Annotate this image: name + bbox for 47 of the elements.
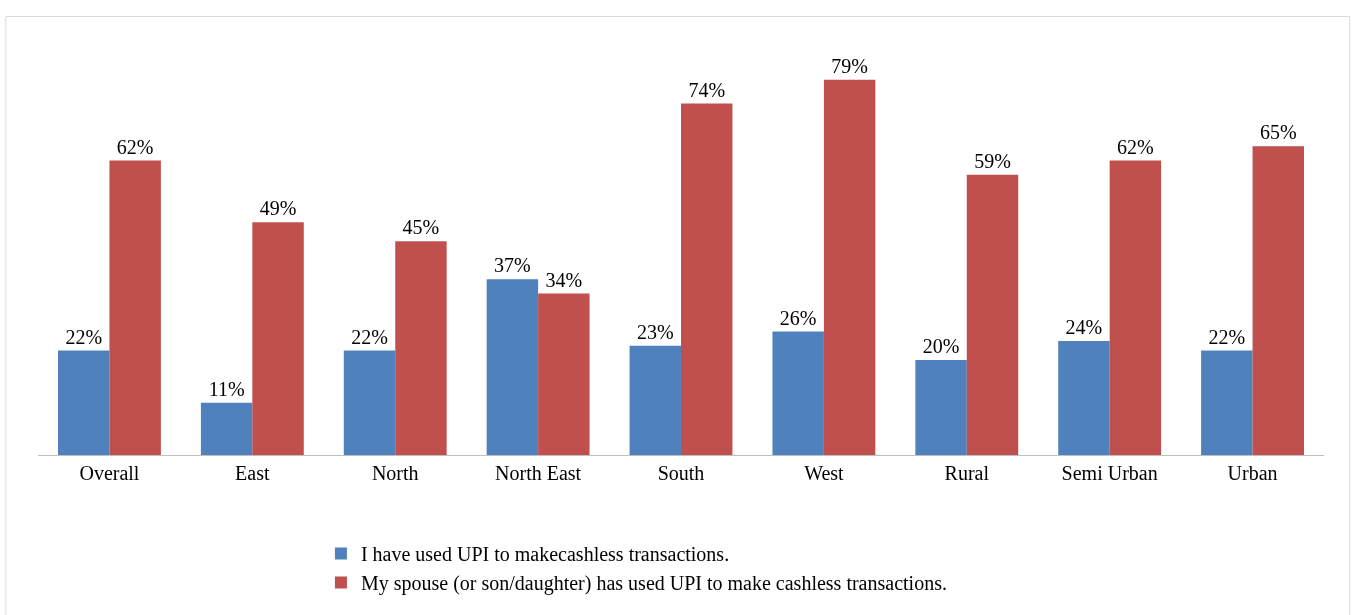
bar	[1109, 160, 1162, 455]
bar	[343, 350, 396, 455]
bar	[681, 103, 733, 455]
data-label: 65%	[1259, 121, 1297, 144]
bar	[486, 279, 539, 455]
bar	[823, 79, 876, 455]
bar	[1058, 341, 1110, 455]
bar	[109, 160, 161, 455]
legend-label: I have used UPI to makecashless transactions.	[360, 543, 730, 566]
data-label: 74%	[688, 78, 726, 101]
data-label: 34%	[545, 268, 583, 291]
bar	[772, 331, 824, 455]
x-tick-label: North	[371, 462, 419, 484]
bar	[966, 174, 1019, 455]
legend-label: My spouse (or son/daughter) has used UPI to make cashless transactions.	[360, 572, 947, 596]
x-tick-label: South	[657, 462, 705, 484]
x-tick-label: East	[235, 462, 270, 484]
bar	[395, 241, 447, 455]
bar	[58, 350, 110, 455]
data-label: 11%	[208, 377, 245, 400]
data-label: 23%	[636, 320, 674, 343]
data-label: 49%	[259, 197, 297, 220]
bar	[252, 222, 304, 455]
x-tick-label: Semi Urban	[1061, 462, 1158, 484]
x-tick-label: Rural	[944, 462, 990, 484]
bar	[915, 360, 967, 455]
bar	[200, 402, 253, 455]
data-label: 22%	[65, 325, 103, 348]
x-tick-label: Urban	[1227, 462, 1278, 484]
bar	[538, 293, 590, 455]
data-label: 62%	[1117, 135, 1154, 158]
bar	[1201, 350, 1253, 455]
x-tick-label: North East	[495, 462, 582, 484]
bar	[1252, 146, 1304, 455]
data-label: 24%	[1065, 316, 1103, 338]
data-label: 79%	[831, 54, 868, 77]
data-label: 22%	[351, 325, 388, 348]
data-label: 20%	[922, 335, 960, 357]
x-tick-label: West	[804, 462, 845, 484]
data-label: 22%	[1208, 325, 1246, 348]
data-label: 62%	[116, 135, 154, 158]
data-label: 45%	[402, 216, 440, 239]
bar	[629, 345, 681, 455]
data-label: 37%	[494, 254, 531, 277]
data-label: 26%	[779, 306, 817, 329]
x-tick-label: Overall	[79, 462, 140, 484]
data-label: 59%	[974, 149, 1011, 172]
